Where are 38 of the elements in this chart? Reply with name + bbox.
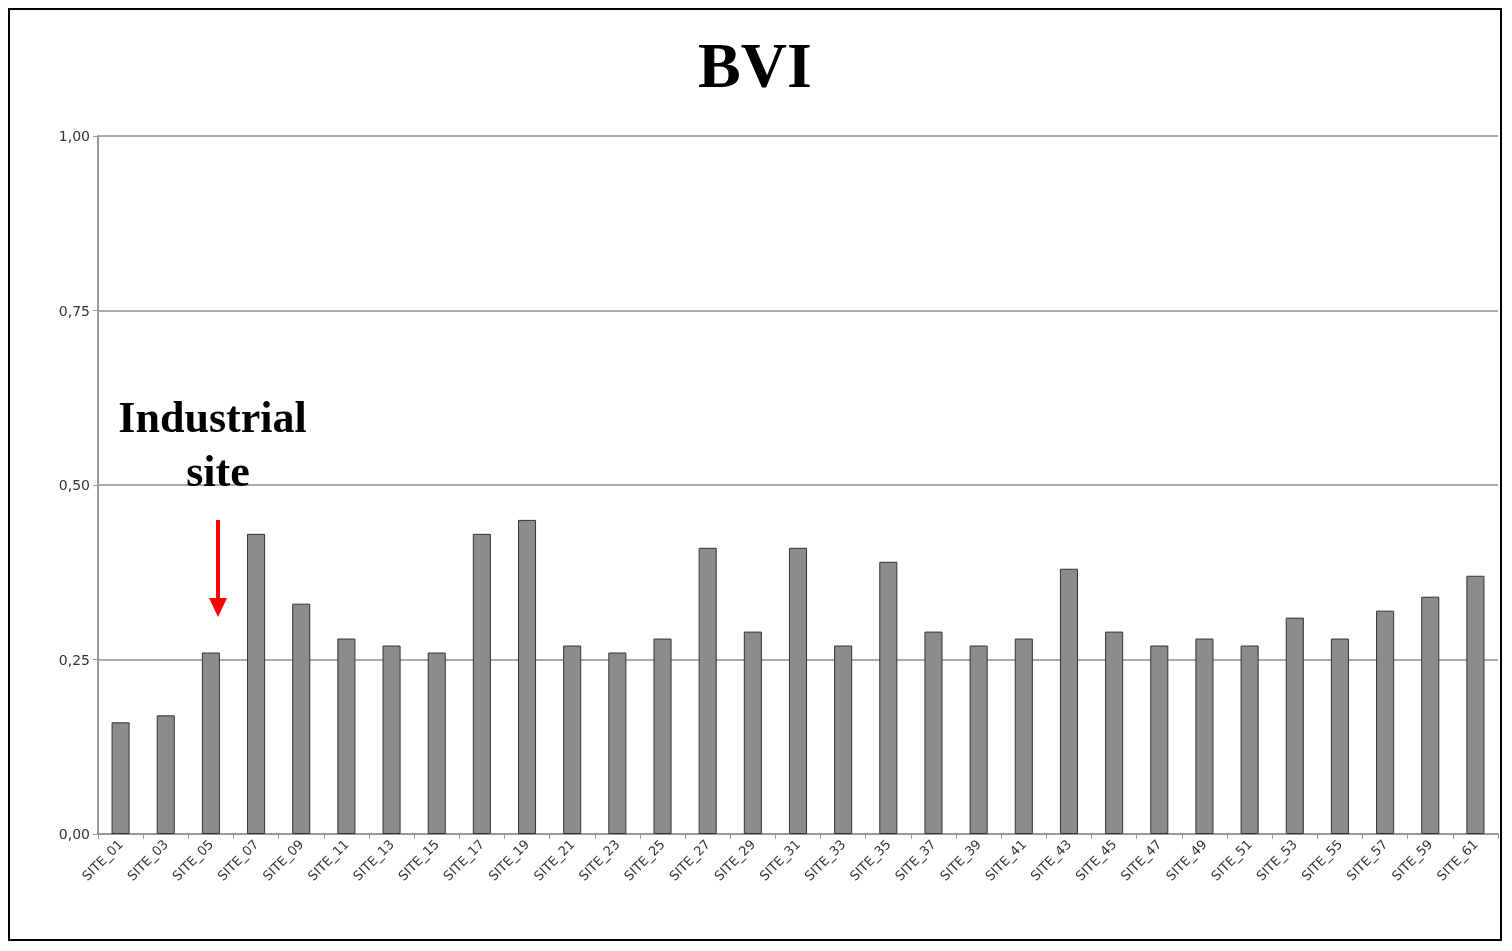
bar [1376,610,1395,834]
bar [924,631,943,834]
bar [1466,575,1485,834]
bar [743,631,762,834]
bar [969,645,988,834]
bar [1195,638,1214,834]
bar [427,652,446,834]
bar [1014,638,1033,834]
bar [1285,617,1304,834]
y-tick-label: 0,25 [58,651,90,668]
y-tick-label: 1,00 [58,128,90,144]
bar [879,561,898,834]
bar [563,645,582,834]
bar [337,638,356,834]
chart-title: BVI [698,29,812,101]
bar [201,652,220,834]
bar [608,652,627,834]
bar [382,645,401,834]
y-tick-label: 0,00 [58,826,90,842]
bar [788,547,808,834]
bar [472,533,491,834]
bar [653,638,672,834]
bar [1105,631,1124,834]
y-tick-label: 0,75 [58,302,90,319]
bar [247,533,266,834]
bar [1421,596,1440,834]
y-tick-label: 0,50 [58,477,90,493]
bar [698,547,717,834]
bar [1240,645,1259,834]
bar [111,722,130,834]
bar [1059,568,1078,834]
bar [834,645,853,834]
bar [292,603,311,834]
bar [1330,638,1349,834]
bar [156,715,175,834]
bar [1150,645,1169,834]
bar [518,519,537,834]
annotation: Industrial site [118,392,318,496]
